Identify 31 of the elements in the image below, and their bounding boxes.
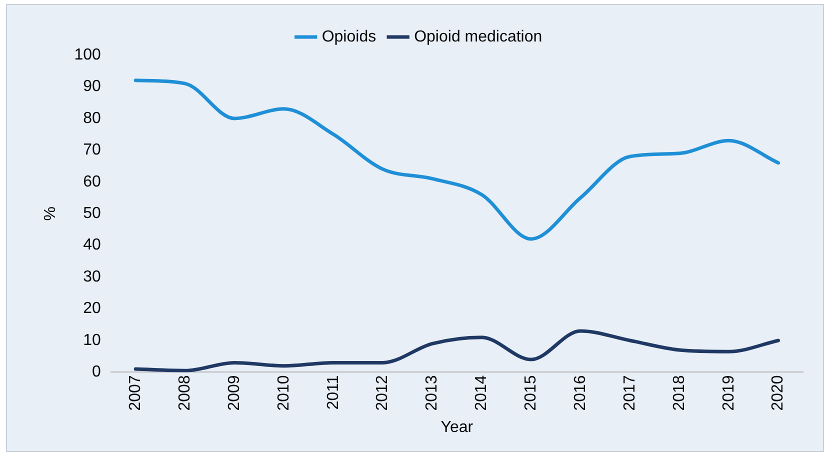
legend-label: Opioid medication	[414, 28, 542, 46]
x-tick-label: 2009	[226, 375, 243, 411]
y-tick-label: 50	[83, 205, 101, 222]
line-series	[134, 78, 780, 241]
y-axis-title: %	[42, 206, 60, 221]
x-axis-title: Year	[440, 418, 474, 436]
y-tick-label: 60	[83, 173, 101, 190]
x-tick-label: 2016	[572, 375, 589, 411]
legend-label: Opioids	[322, 28, 376, 46]
x-tick-label: 2008	[176, 375, 194, 411]
x-tick-label: 2014	[473, 375, 490, 411]
x-tick-label: 2013	[424, 375, 441, 411]
x-tick-label: 2018	[670, 375, 688, 411]
y-tick-label: 90	[83, 78, 101, 96]
line-series	[134, 329, 780, 372]
x-tick-label: 2010	[275, 375, 292, 411]
y-tick-label: 100	[74, 46, 101, 64]
x-tick-label: 2017	[621, 375, 638, 411]
y-tick-label: 40	[83, 236, 101, 254]
y-tick-label: 10	[83, 332, 101, 349]
x-tick-label: 2007	[127, 375, 144, 411]
y-tick-label: 30	[83, 268, 101, 286]
y-tick-label: 80	[83, 110, 101, 127]
y-tick-label: 70	[83, 142, 101, 159]
y-tick-label: 0	[92, 364, 101, 381]
x-tick-label: 2012	[374, 375, 392, 411]
x-tick-label: 2015	[522, 375, 540, 411]
x-tick-label: 2020	[770, 375, 787, 411]
x-tick-label: 2011	[324, 375, 342, 410]
x-tick-label: 2019	[720, 375, 738, 411]
y-tick-label: 20	[83, 300, 101, 318]
